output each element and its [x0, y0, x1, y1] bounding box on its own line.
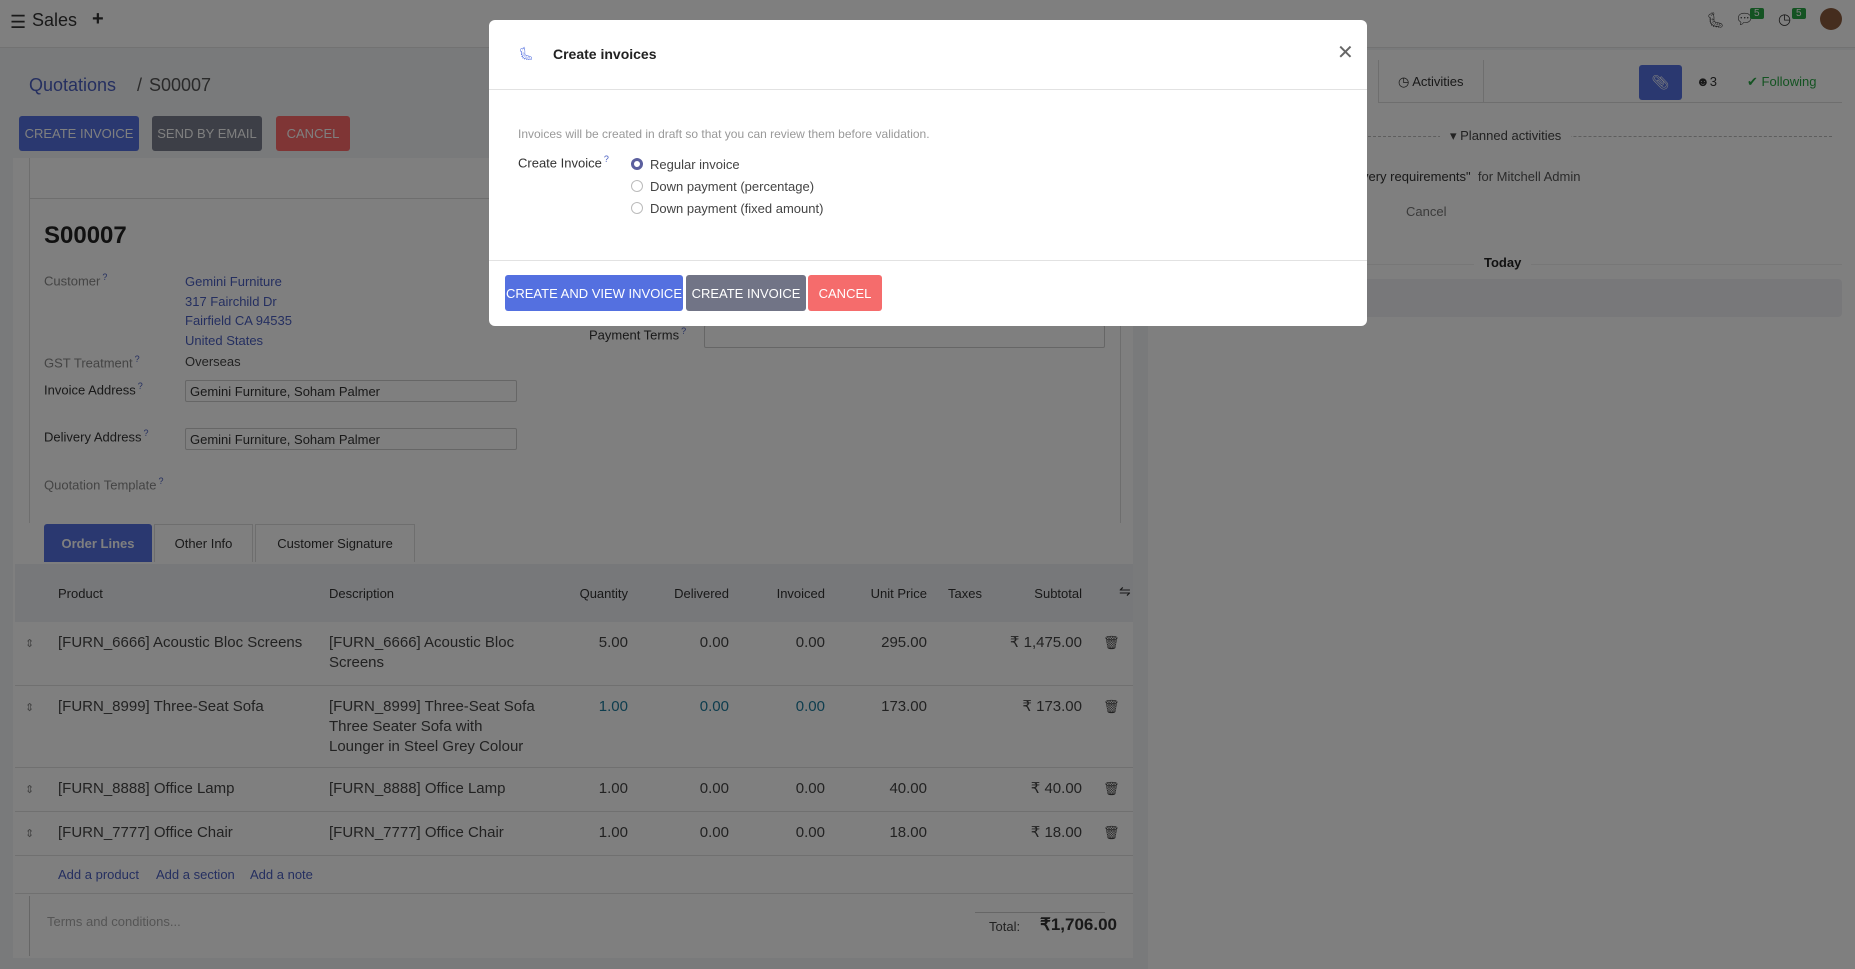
create-and-view-invoice-button[interactable]: CREATE AND VIEW INVOICE [505, 275, 683, 311]
radio-down-payment-percentage[interactable]: Down payment (percentage) [631, 176, 823, 198]
invoice-type-radio-group: Regular invoice Down payment (percentage… [631, 154, 823, 220]
radio-selected-icon[interactable] [631, 158, 643, 170]
create-invoice-dialog-button[interactable]: CREATE INVOICE [686, 275, 806, 311]
create-invoices-dialog: 🐛︎ Create invoices ✕ Invoices will be cr… [489, 20, 1367, 326]
radio-icon[interactable] [631, 202, 643, 214]
radio-regular-invoice[interactable]: Regular invoice [631, 154, 823, 176]
dialog-cancel-button[interactable]: CANCEL [808, 275, 882, 311]
close-icon[interactable]: ✕ [1337, 42, 1354, 64]
dialog-info: Invoices will be created in draft so tha… [518, 127, 930, 141]
dialog-title: Create invoices [553, 46, 657, 62]
radio-icon[interactable] [631, 180, 643, 192]
radio-down-payment-fixed[interactable]: Down payment (fixed amount) [631, 198, 823, 220]
bug-icon: 🐛︎ [518, 46, 535, 61]
create-invoice-label: Create Invoice? [518, 154, 609, 171]
